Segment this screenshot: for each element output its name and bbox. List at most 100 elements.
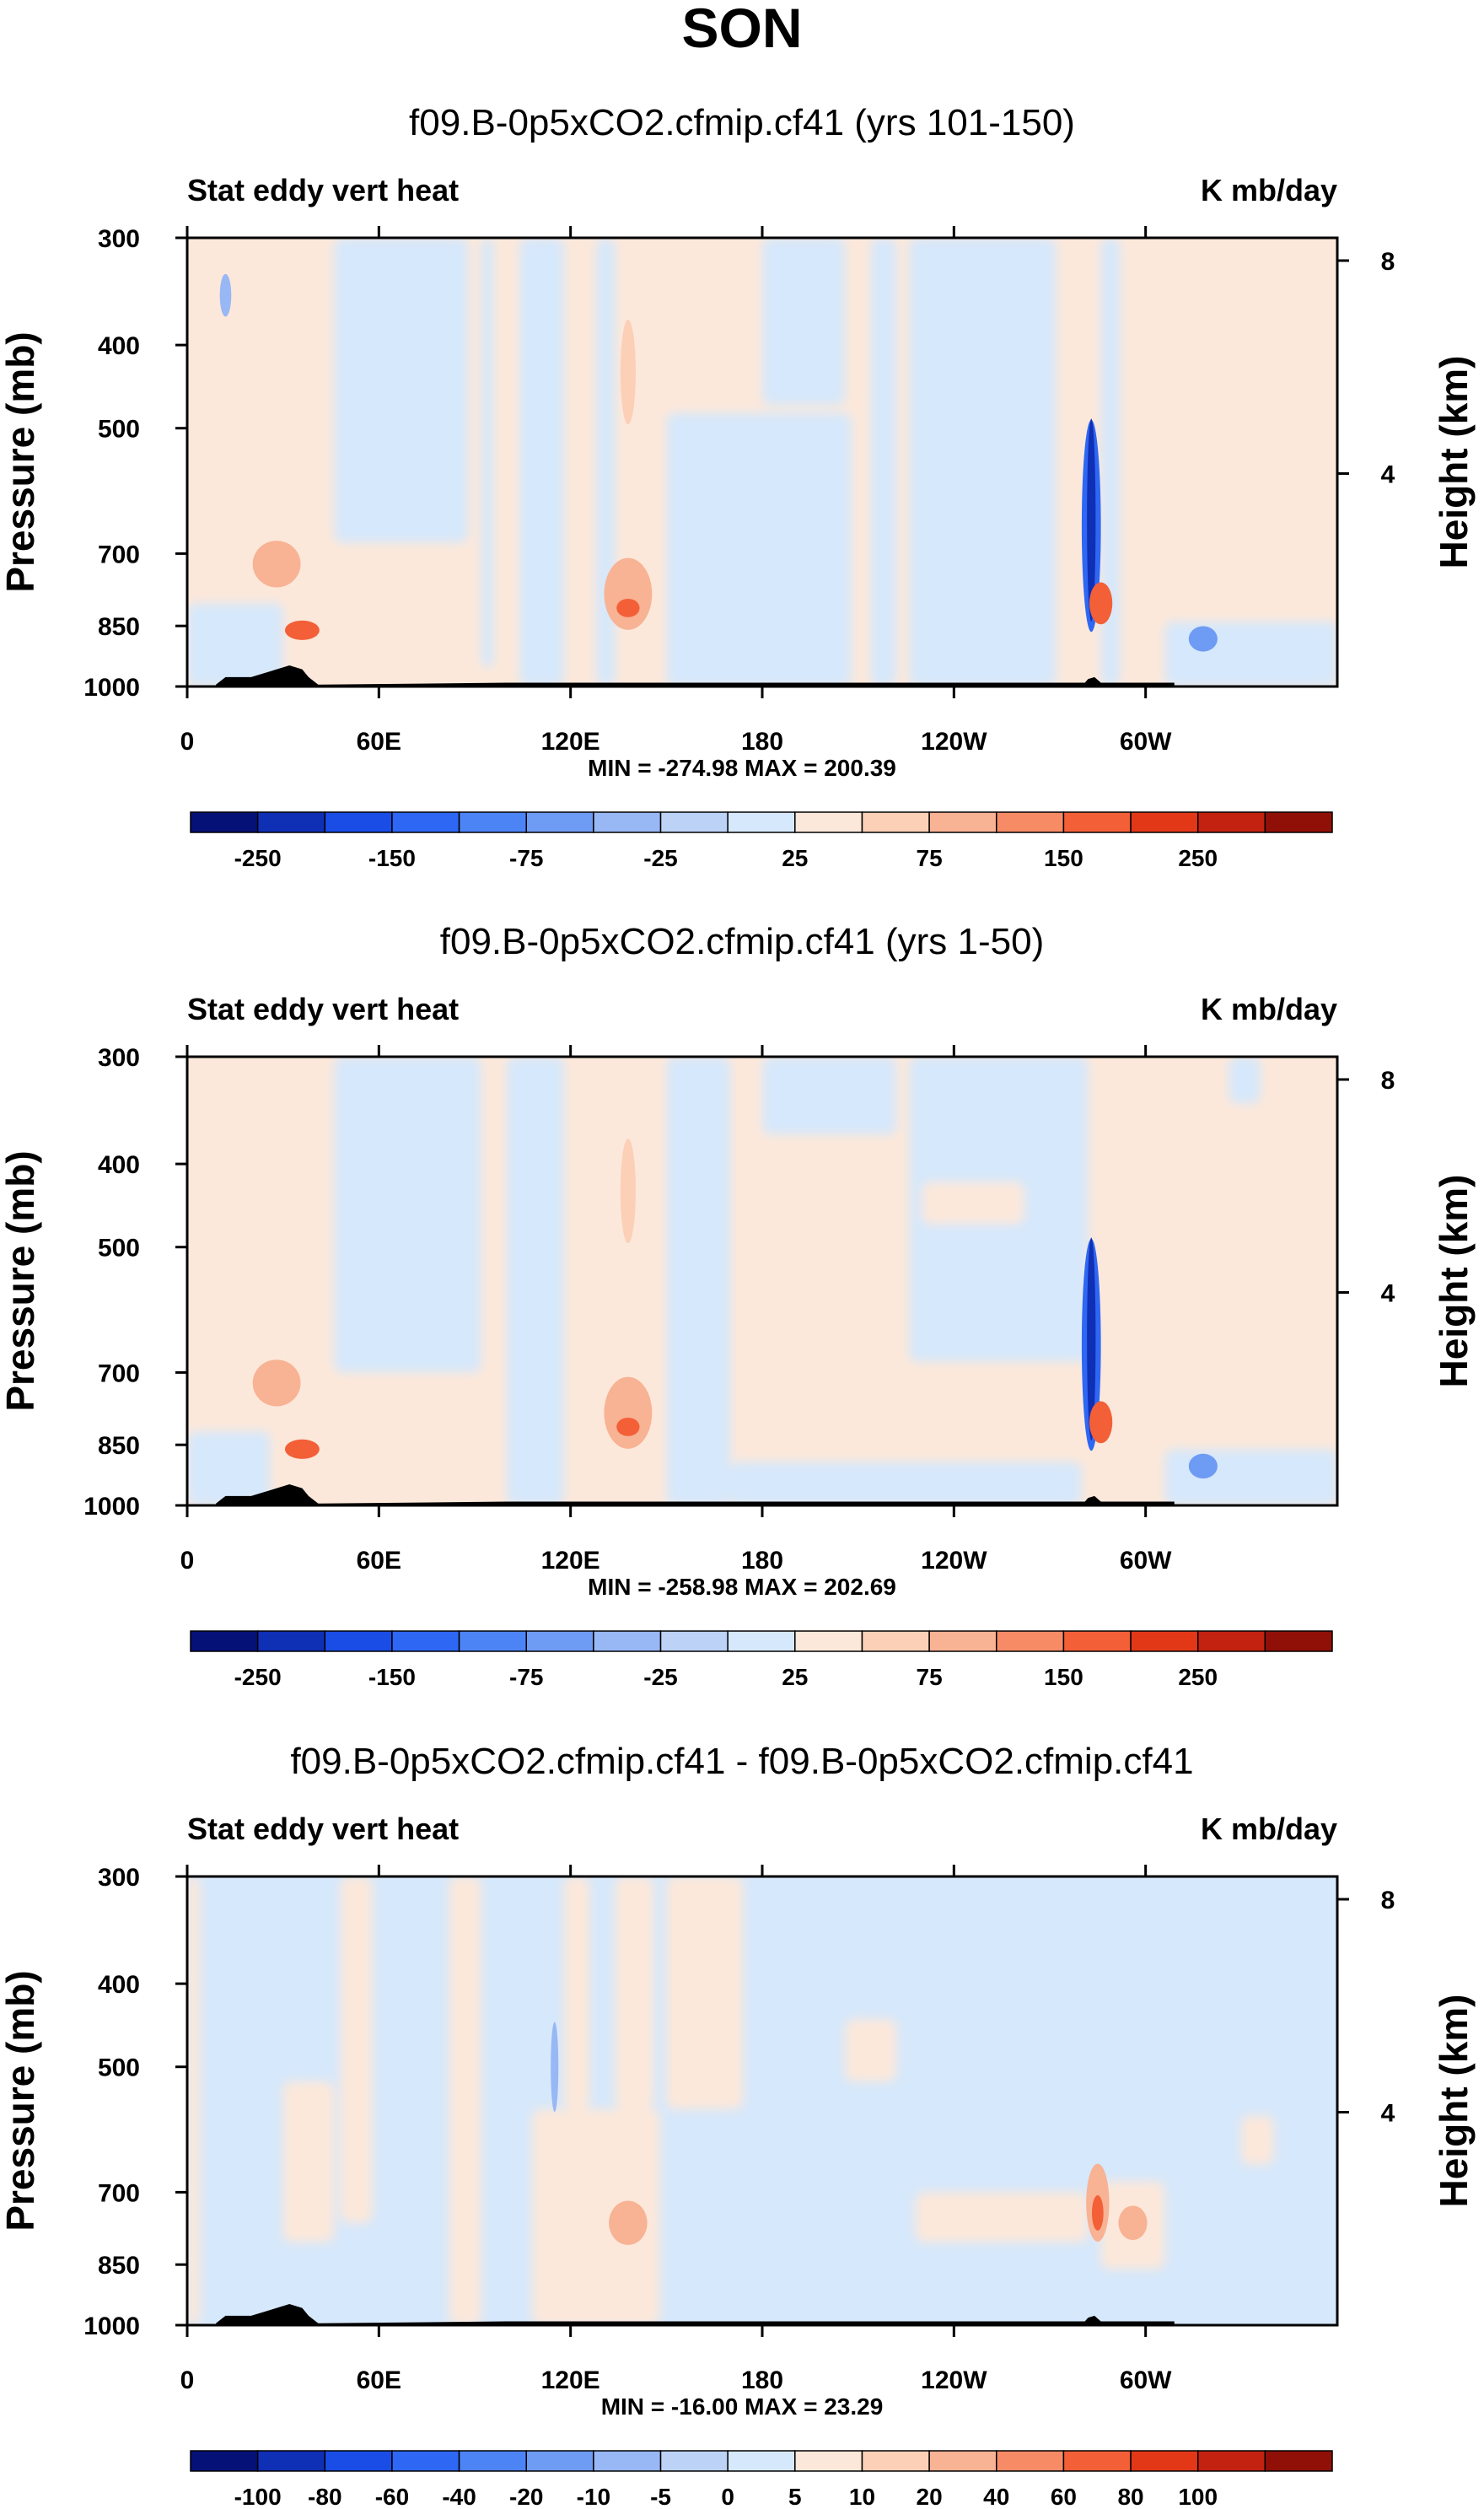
colorbar-box [727, 2450, 796, 2472]
colorbar-box [794, 2450, 863, 2472]
field-regions [187, 1057, 1337, 1505]
field-region [666, 412, 852, 686]
colorbar-label: -150 [368, 1664, 416, 1690]
colorbar-label: -5 [650, 2484, 671, 2509]
y-axis-title: Pressure (mb) [0, 1150, 42, 1411]
y-tick-label: 300 [98, 1044, 140, 1072]
colorbar-box [1264, 1630, 1333, 1652]
colorbar-box [861, 1630, 930, 1652]
colorbar-label: 10 [849, 2484, 875, 2509]
colorbar-box [1130, 811, 1199, 833]
colorbar-box [324, 1630, 393, 1652]
colorbar: -250 -150 -75 -25 25 75 150 250 [190, 811, 1333, 871]
colorbar-label: 60 [1051, 2484, 1077, 2509]
field-region [282, 2081, 335, 2242]
colorbar-box [525, 2450, 594, 2472]
x-tick-label: 0 [180, 1547, 195, 1575]
colorbar-label: -60 [375, 2484, 409, 2509]
contour-extremum [252, 1359, 301, 1407]
field-region [1100, 238, 1121, 686]
field-region [870, 238, 897, 686]
colorbar-box [458, 811, 527, 833]
field-region [922, 1182, 1024, 1225]
field-region [762, 238, 846, 406]
colorbar-box [928, 1630, 997, 1652]
panel-title: f09.B-0p5xCO2.cfmip.cf41 - f09.B-0p5xCO2… [290, 1741, 1193, 1782]
field-region [666, 1876, 744, 2109]
field-label: Stat eddy vert heat [187, 1812, 459, 1846]
x-tick-label: 0 [180, 728, 195, 756]
colorbar-box [593, 1630, 662, 1652]
field-label: Stat eddy vert heat [187, 173, 459, 207]
colorbar-label: -40 [442, 2484, 476, 2509]
colorbar-box [190, 1630, 259, 1652]
y-right-tick-label: 8 [1381, 1067, 1395, 1095]
x-tick-label: 60E [357, 2366, 401, 2394]
colorbar-box [727, 811, 796, 833]
y-tick-label: 400 [98, 332, 140, 360]
panel-1: f09.B-0p5xCO2.cfmip.cf41 (yrs 101-150) St… [0, 102, 1476, 871]
colorbar-box [1062, 811, 1132, 833]
y-right-axis-title: Height (km) [1432, 1175, 1476, 1388]
contour-extremum [604, 1376, 653, 1449]
x-tick-label: 180 [741, 2366, 783, 2394]
field-region [449, 1876, 481, 2325]
panel-title: f09.B-0p5xCO2.cfmip.cf41 (yrs 1-50) [440, 921, 1044, 962]
panel-title: f09.B-0p5xCO2.cfmip.cf41 (yrs 101-150) [409, 102, 1075, 143]
field-region [1164, 1449, 1337, 1505]
min-max-label: MIN = -16.00 MAX = 23.29 [601, 2393, 884, 2420]
field-region [1164, 621, 1337, 686]
field-region [909, 238, 1057, 686]
contour-extremum [620, 1139, 636, 1244]
contour-extremum [620, 320, 636, 425]
colorbar-box [1196, 811, 1266, 833]
colorbar-label: 25 [782, 1664, 808, 1690]
contour-extremum [604, 557, 653, 630]
y-right-tick-label: 4 [1381, 1280, 1395, 1308]
colorbar-box [794, 811, 863, 833]
contour-extremum [1188, 626, 1218, 652]
y-tick-label: 850 [98, 613, 140, 641]
x-tick-label: 120W [921, 2366, 987, 2394]
y-tick-label: 700 [98, 1359, 140, 1387]
y-tick-label: 1000 [83, 674, 140, 702]
colorbar-label: 25 [782, 845, 808, 871]
field-region [187, 1876, 201, 2325]
colorbar-box [1062, 1630, 1132, 1652]
field-region [564, 1876, 590, 2109]
colorbar-label: -250 [234, 845, 282, 871]
units-label: K mb/day [1201, 1812, 1337, 1846]
colorbar-label: -80 [308, 2484, 341, 2509]
contour-extremum [1089, 1401, 1113, 1444]
colorbar-label: -25 [643, 1664, 677, 1690]
colorbar-label: 100 [1178, 2484, 1218, 2509]
field-region [334, 1057, 481, 1373]
field-region [762, 1057, 897, 1135]
colorbar-box [928, 2450, 997, 2472]
contour-field [187, 238, 1337, 686]
colorbar-box [1062, 2450, 1132, 2472]
field-region [1241, 2115, 1274, 2165]
topography-mask [216, 1484, 1175, 1505]
page-title: SON [681, 0, 802, 59]
colorbar-box [996, 811, 1065, 833]
contour-extremum [616, 1417, 640, 1436]
colorbar-box [794, 1630, 863, 1652]
x-tick-label: 60W [1120, 728, 1172, 756]
contour-extremum [551, 2022, 559, 2112]
contour-extremum [1087, 1237, 1096, 1441]
contour-extremum [1087, 418, 1096, 622]
colorbar-label: 75 [917, 1664, 943, 1690]
colorbar-box [391, 2450, 460, 2472]
contour-extremum [1118, 2205, 1148, 2241]
topography-mask [216, 2304, 1175, 2325]
x-tick-label: 120E [541, 1547, 600, 1575]
contour-extremum [219, 273, 232, 317]
units-label: K mb/day [1201, 992, 1337, 1026]
x-tick-label: 60W [1120, 1547, 1172, 1575]
colorbar-box [861, 811, 930, 833]
x-tick-label: 180 [741, 1547, 783, 1575]
colorbar-label: -10 [577, 2484, 610, 2509]
colorbar-label: -25 [643, 845, 677, 871]
colorbar-box [1196, 1630, 1266, 1652]
